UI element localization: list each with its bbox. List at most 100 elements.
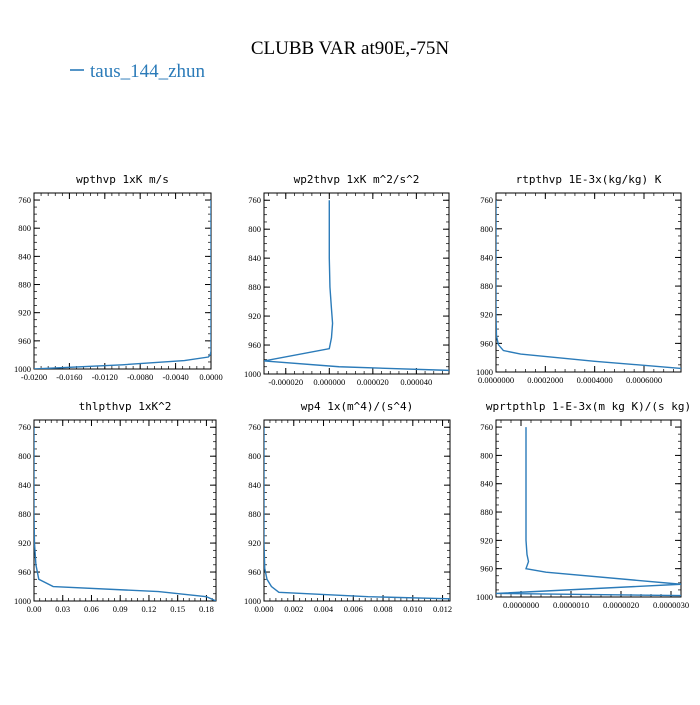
panel-6: wprtpthlp 1-E-3x(m kg K)/(s kg) 760 800 840… <box>476 400 691 610</box>
x-tick-label: 0.0000010 <box>553 600 589 610</box>
panel-title: wp4 1x(m^4)/(s^4) <box>301 400 414 413</box>
y-tick-label: 920 <box>18 308 31 318</box>
panel-title: thlpthvp 1xK^2 <box>79 400 172 413</box>
x-tick-label: 0.010 <box>403 604 422 614</box>
series-line <box>496 200 681 370</box>
y-tick-label: 920 <box>248 311 261 321</box>
x-tick-label: 0.18 <box>199 604 214 614</box>
series-line <box>34 427 216 601</box>
y-tick-label: 1000 <box>476 367 493 377</box>
x-tick-label: 0.0006000 <box>626 375 662 385</box>
y-tick-label: 800 <box>480 224 493 234</box>
x-tick-label: -0.0040 <box>162 372 188 382</box>
y-tick-label: 880 <box>248 282 261 292</box>
x-tick-label: 0.0004000 <box>577 375 613 385</box>
series-line <box>34 200 211 369</box>
y-tick-label: 880 <box>18 509 31 519</box>
y-tick-label: 840 <box>18 251 31 261</box>
y-tick-label: 960 <box>248 340 261 350</box>
y-tick-label: 800 <box>480 450 493 460</box>
plot-frame <box>33 419 217 602</box>
x-tick-label: 0.15 <box>170 604 185 614</box>
x-tick-label: 0.06 <box>84 604 99 614</box>
panel-2: wp2thvp 1xK m^2/s^2 760 800 840 880 920 960 100… <box>244 173 450 387</box>
plot-frame <box>495 419 682 598</box>
x-tick-label: 0.0000020 <box>603 600 639 610</box>
panel-4: thlpthvp 1xK^2 760 800 840 880 920 960 10000.00… <box>14 400 217 614</box>
plot-frame <box>263 192 450 375</box>
y-tick-label: 840 <box>18 480 31 490</box>
x-tick-label: -0.0080 <box>127 372 153 382</box>
panel-1: wpthvp 1xK m/s 760 800 840 880 920 960 1000 -0.0… <box>14 173 223 382</box>
y-tick-label: 800 <box>248 451 261 461</box>
x-tick-label: 0.0002000 <box>527 375 563 385</box>
x-tick-label: 0.012 <box>433 604 452 614</box>
x-tick-label: -0.000020 <box>268 377 303 387</box>
y-tick-label: 1000 <box>14 596 31 606</box>
y-tick-label: 760 <box>18 195 31 205</box>
x-tick-label: 0.000 <box>254 604 273 614</box>
y-tick-label: 760 <box>248 195 261 205</box>
panel-title: wpthvp 1xK m/s <box>76 173 169 186</box>
x-tick-label: 0.03 <box>55 604 70 614</box>
y-tick-label: 880 <box>480 281 493 291</box>
x-tick-label: 0.0000000 <box>478 375 514 385</box>
x-tick-label: 0.000020 <box>357 377 389 387</box>
y-tick-label: 960 <box>480 564 493 574</box>
series-line <box>496 427 681 597</box>
x-tick-label: 0.000040 <box>400 377 432 387</box>
x-tick-label: 0.0000030 <box>653 600 689 610</box>
y-tick-label: 800 <box>248 224 261 234</box>
y-tick-label: 840 <box>480 252 493 262</box>
x-tick-label: 0.0000000 <box>503 600 539 610</box>
y-tick-label: 840 <box>248 253 261 263</box>
y-tick-label: 880 <box>480 507 493 517</box>
y-tick-label: 1000 <box>14 364 31 374</box>
x-tick-label: 0.0000 <box>199 372 222 382</box>
panel-title: rtpthvp 1E-3x(kg/kg) K <box>516 173 662 186</box>
y-tick-label: 1000 <box>244 596 261 606</box>
x-tick-label: -0.0160 <box>56 372 82 382</box>
panel-5: wp4 1x(m^4)/(s^4)76080084088092096010000… <box>244 400 452 614</box>
legend: taus_144_zhun <box>70 61 206 82</box>
y-tick-label: 960 <box>18 567 31 577</box>
x-tick-label: 0.000000 <box>313 377 345 387</box>
y-tick-label: 760 <box>480 422 493 432</box>
y-tick-label: 1000 <box>244 369 261 379</box>
y-tick-label: 760 <box>248 422 261 432</box>
panel-title: wp2thvp 1xK m^2/s^2 <box>294 173 420 186</box>
x-tick-label: 0.004 <box>314 604 334 614</box>
plot-frame <box>33 192 212 370</box>
x-tick-label: -0.0120 <box>92 372 118 382</box>
x-tick-label: 0.00 <box>27 604 42 614</box>
series-line <box>264 200 449 372</box>
series-line <box>264 427 450 600</box>
plot-frame <box>495 192 682 373</box>
figure-title: CLUBB VAR at90E,-75N <box>251 38 450 59</box>
y-tick-label: 760 <box>18 422 31 432</box>
y-tick-label: 920 <box>480 535 493 545</box>
x-tick-label: 0.002 <box>284 604 303 614</box>
y-tick-label: 880 <box>18 280 31 290</box>
y-tick-label: 920 <box>480 310 493 320</box>
y-tick-label: 880 <box>248 509 261 519</box>
x-tick-label: 0.09 <box>113 604 128 614</box>
x-tick-label: 0.008 <box>373 604 392 614</box>
y-tick-label: 960 <box>18 336 31 346</box>
x-tick-label: 0.006 <box>344 604 363 614</box>
panel-title: wprtpthlp 1-E-3x(m kg K)/(s kg) <box>486 400 691 413</box>
plot-frame <box>263 419 451 602</box>
panels: wpthvp 1xK m/s 760 800 840 880 920 960 1000 -0.0… <box>14 173 691 614</box>
y-tick-label: 960 <box>248 567 261 577</box>
legend-label: taus_144_zhun <box>90 61 206 82</box>
y-tick-label: 1000 <box>476 592 493 602</box>
y-tick-label: 920 <box>18 538 31 548</box>
x-tick-label: 0.12 <box>142 604 157 614</box>
y-tick-label: 960 <box>480 338 493 348</box>
y-tick-label: 840 <box>480 479 493 489</box>
y-tick-label: 800 <box>18 223 31 233</box>
y-tick-label: 920 <box>248 538 261 548</box>
panel-3: rtpthvp 1E-3x(kg/kg) K 760 800 840 880 920 960… <box>476 173 682 385</box>
